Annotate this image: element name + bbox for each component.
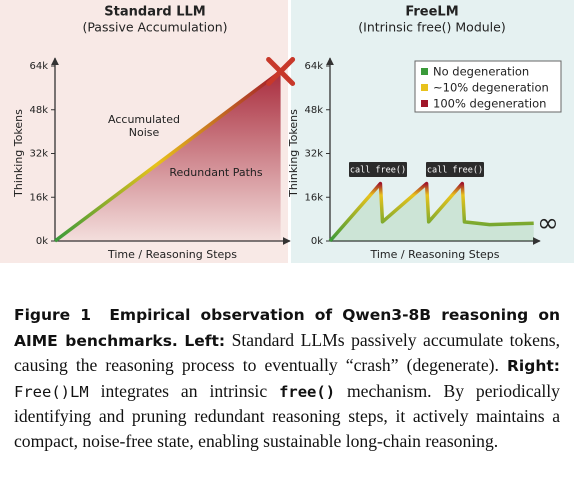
caption-text: Standard LLMs passively accumulate token… <box>14 329 560 376</box>
legend-box <box>414 60 562 113</box>
call-label-box <box>426 162 484 177</box>
annotation: Noise <box>129 126 160 139</box>
annotation: ∞ <box>537 209 559 239</box>
caption-label: Figure 1 <box>14 306 92 324</box>
legend-label: ~10% degeneration <box>433 81 549 95</box>
y-tick-label: 64k <box>304 61 323 72</box>
chart-subtitle: (Passive Accumulation) <box>82 20 227 35</box>
caption-left-label: Left: <box>184 331 226 350</box>
caption: Figure 1 Empirical observation of Qwen3-… <box>14 302 560 454</box>
legend-label: No degeneration <box>433 65 529 79</box>
y-tick-label: 16k <box>29 192 48 203</box>
caption-code: Free()LM <box>14 382 89 401</box>
line <box>53 70 282 243</box>
legend-label: 100% degeneration <box>433 97 546 111</box>
annotation: Redundant Paths <box>169 166 263 179</box>
caption-text: integrates an intrinsic <box>100 380 268 401</box>
legend-swatch <box>421 84 428 91</box>
y-axis-label: Thinking Tokens <box>287 109 300 198</box>
caption-text: mechanism. By periodically identifying a… <box>14 380 560 451</box>
y-tick-label: 48k <box>29 105 48 116</box>
x-axis-label: Time / Reasoning Steps <box>370 248 500 261</box>
y-tick-label: 32k <box>29 149 48 160</box>
chart-title: Standard LLM <box>104 5 205 20</box>
y-tick-label: 64k <box>29 61 48 72</box>
y-tick-label: 0k <box>311 236 323 247</box>
annotation: call free() <box>427 166 483 176</box>
line <box>328 181 534 243</box>
caption-code: free() <box>279 382 336 401</box>
caption-right-label: Right: <box>507 357 560 376</box>
annotation: Accumulated <box>108 113 180 126</box>
y-tick-label: 16k <box>304 192 323 203</box>
crash-marker <box>266 56 296 86</box>
call-label-box <box>349 162 407 177</box>
legend-swatch <box>421 100 428 107</box>
y-tick-label: 48k <box>304 105 323 116</box>
annotation: call free() <box>350 166 406 176</box>
caption-title: Empirical observation of Qwen3-8B reason… <box>14 306 561 350</box>
chart-subtitle: (Intrinsic free() Module) <box>358 20 505 35</box>
y-tick-label: 32k <box>304 149 323 160</box>
x-axis-label: Time / Reasoning Steps <box>107 248 237 261</box>
chart-title: FreeLM <box>405 5 458 20</box>
y-tick-label: 0k <box>36 236 48 247</box>
y-axis-label: Thinking Tokens <box>12 109 25 198</box>
legend-swatch <box>421 68 428 75</box>
figure: Standard LLM(Passive Accumulation) Thinki… <box>0 0 574 263</box>
